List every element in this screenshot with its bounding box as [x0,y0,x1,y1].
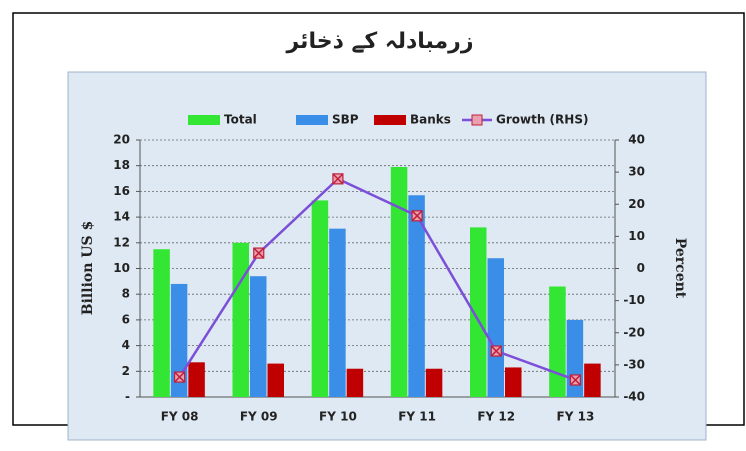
y-tick-label: 2 [122,364,130,378]
bar [329,228,346,397]
legend-label: Banks [410,113,451,127]
marker-cross [174,371,186,383]
marker-cross [411,210,423,222]
y-tick-label: 14 [113,210,130,224]
bar [505,367,522,397]
legend-swatch [296,115,328,125]
bar [346,368,364,397]
line [178,177,576,382]
bar [408,195,425,397]
y2-tick-label: -10 [623,293,645,307]
x-tick-label: FY 08 [161,410,199,424]
y2-tick-label: -30 [623,357,645,371]
bar [584,363,601,397]
x-tick-label: FY 12 [477,410,515,424]
bar [267,363,284,397]
y2-tick-label: 10 [628,229,645,243]
bar [549,286,566,397]
y-tick-label: 4 [122,338,130,352]
bar [470,227,487,397]
legend-label: Growth (RHS) [496,113,588,127]
y-tick-label: 18 [113,158,130,172]
bar [250,276,267,397]
legend-marker [471,114,483,126]
x-tick-label: FY 09 [240,410,278,424]
x-tick-label: FY 10 [319,410,357,424]
bar [487,258,504,397]
bar [170,283,188,397]
y2-tick-label: 30 [628,165,645,179]
x-tick-label: FY 13 [557,410,595,424]
y-tick-label: 12 [113,235,130,249]
y2-tick-label: 40 [628,133,645,147]
y-tick-label: 8 [122,287,130,301]
y-tick-label: 10 [113,261,130,275]
chart-title: زرمبادلہ کے ذخائر [286,29,474,54]
y-axis-label: Billion US $ [80,221,96,315]
bar [232,242,249,397]
bar [390,166,408,397]
legend-label: SBP [332,113,359,127]
marker-cross [253,247,265,259]
y-tick-label: 6 [122,312,130,326]
bar [153,249,170,397]
y-tick-label: - [125,390,130,404]
y2-tick-label: -20 [623,325,645,339]
legend-swatch [374,115,406,125]
bar [188,362,205,397]
y-tick-label: 20 [113,133,130,147]
bar [311,200,329,397]
legend-swatch [188,115,220,125]
marker-cross [569,374,581,386]
y2-tick-label: 0 [637,261,645,275]
y2-tick-label: -40 [623,390,645,404]
y2-axis-label: Percent [672,238,688,299]
y-tick-label: 16 [113,184,130,198]
marker-cross [332,173,344,185]
bar [425,368,443,397]
x-tick-label: FY 11 [398,410,436,424]
marker-cross [490,345,502,357]
y2-tick-label: 20 [628,197,645,211]
legend-label: Total [224,113,257,127]
